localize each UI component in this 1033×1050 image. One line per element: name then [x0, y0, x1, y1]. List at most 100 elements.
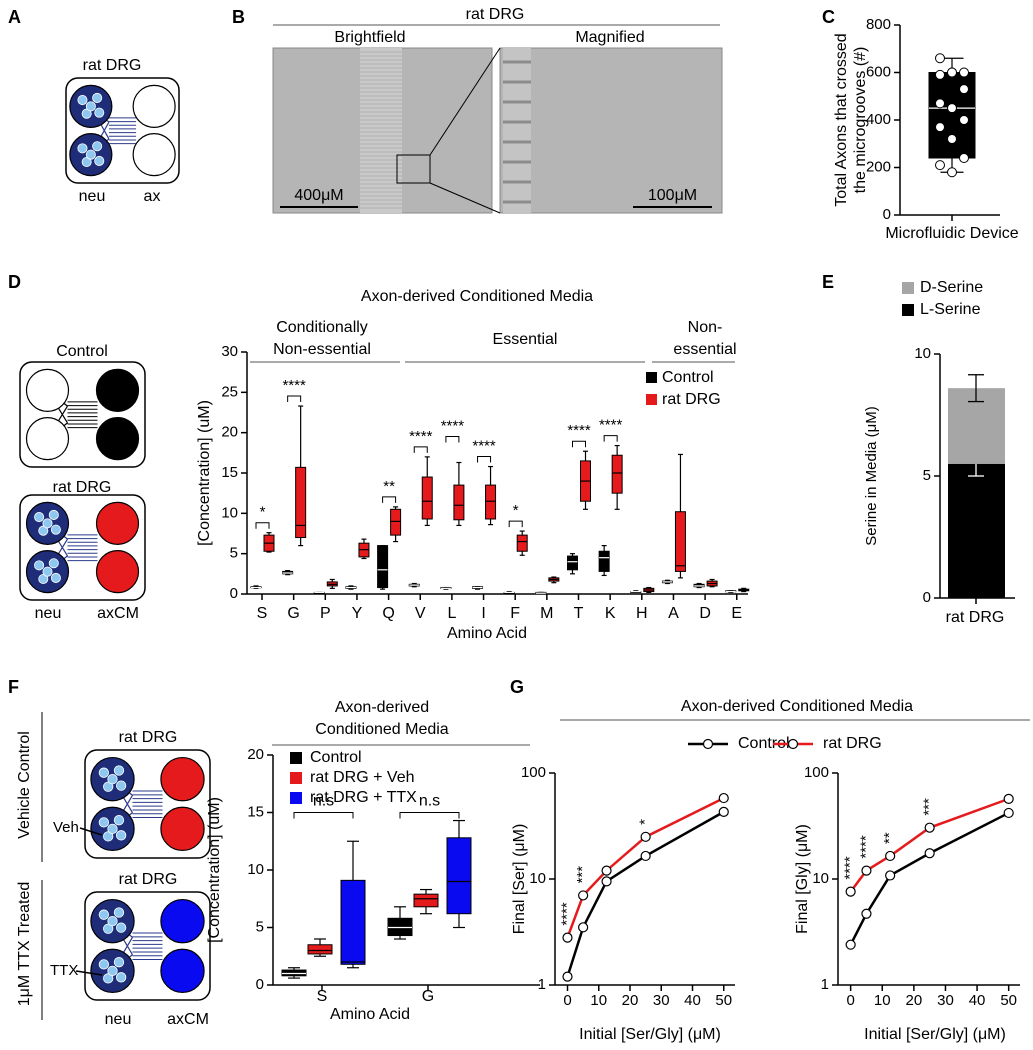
y-tick-label: 25	[221, 383, 238, 400]
y-axis-label: [Concentration] (uM)	[206, 797, 223, 943]
legend-label: D-Serine	[920, 279, 983, 296]
box	[453, 484, 465, 521]
bar-segment	[948, 463, 1005, 598]
x-tick-label: Y	[352, 605, 363, 622]
legend-swatch	[290, 792, 302, 804]
panel-letter: G	[510, 677, 524, 697]
y-tick-label: 15	[247, 803, 264, 820]
x-tick-label: 40	[684, 992, 701, 1009]
sig-label: ****	[409, 428, 433, 445]
neuron	[103, 973, 114, 984]
neuron	[107, 916, 118, 927]
legend-label: rat DRG	[662, 391, 721, 408]
x-tick-label: S	[317, 988, 328, 1005]
y-tick-label: 5	[230, 545, 238, 562]
y-tick-label: 100	[804, 764, 829, 781]
y-tick-label: 0	[883, 206, 891, 223]
point	[924, 822, 935, 833]
sig-label: *	[260, 504, 266, 521]
sig-bracket	[508, 520, 523, 528]
diagram-title: rat DRG	[119, 729, 178, 746]
x-tick-label: 40	[969, 992, 986, 1009]
y-tick-label: 10	[221, 504, 238, 521]
sig-label: *	[637, 819, 654, 825]
x-tick-label: 50	[715, 992, 732, 1009]
neuron	[85, 149, 96, 160]
group-label: Non-	[688, 319, 723, 336]
x-tick-label: 50	[1000, 992, 1017, 1009]
well	[95, 368, 140, 412]
neuron	[94, 155, 105, 166]
well	[95, 417, 140, 461]
x-tick-label: Microfluidic Device	[885, 225, 1018, 242]
panel-letter: B	[232, 7, 245, 27]
arrow	[75, 970, 103, 976]
group-label: Conditionally	[276, 319, 368, 336]
data-point	[935, 53, 945, 64]
data-point	[935, 69, 945, 80]
panel-letter: A	[8, 7, 21, 27]
point	[640, 831, 651, 842]
point	[562, 971, 573, 982]
x-tick-label: 0	[846, 992, 854, 1009]
box	[295, 466, 307, 539]
box	[485, 484, 497, 520]
neuron	[34, 560, 45, 571]
box	[307, 944, 333, 955]
chart-title: Conditioned Media	[315, 721, 449, 738]
sig-bracket	[572, 440, 586, 448]
x-axis-label: Initial [Ser/Gly] (μM)	[579, 1026, 721, 1043]
y-axis-label: Final [Ser] (μM)	[511, 824, 528, 935]
point	[578, 922, 589, 933]
point	[718, 806, 729, 817]
group-label: Essential	[493, 331, 558, 348]
box	[377, 545, 389, 589]
neuron	[113, 765, 125, 776]
legend-label: Control	[662, 369, 714, 386]
neuron	[98, 909, 110, 920]
diagram-label: neu	[105, 1011, 132, 1028]
image-group-title: rat DRG	[466, 6, 525, 23]
legend-swatch	[902, 282, 914, 294]
diagram-title: rat DRG	[53, 479, 112, 496]
sig-bracket	[445, 436, 460, 443]
neuron	[98, 817, 110, 828]
data-point	[959, 67, 969, 78]
x-tick-label: T	[574, 605, 584, 622]
data-point	[959, 153, 969, 163]
box	[598, 550, 610, 572]
y-tick-label: 20	[247, 746, 264, 763]
sig-label: ****	[567, 422, 591, 439]
neuron	[115, 780, 127, 791]
panel-letter: D	[8, 272, 21, 292]
sig-label: ****	[599, 417, 623, 434]
box	[340, 879, 366, 965]
y-tick-label: 0	[230, 585, 238, 602]
neuron	[92, 141, 103, 152]
panel-letter: C	[822, 7, 835, 27]
sig-bracket	[255, 522, 270, 529]
chip-diagram	[65, 77, 180, 184]
y-tick-label: 200	[866, 158, 891, 175]
legend-swatch	[902, 304, 914, 316]
y-tick-label: 800	[866, 16, 891, 33]
y-tick-label: 10	[914, 345, 931, 362]
neuron	[42, 566, 53, 577]
neuron	[98, 767, 110, 778]
point	[562, 932, 573, 943]
x-tick-label: K	[605, 605, 616, 622]
point	[861, 908, 872, 919]
x-tick-label: L	[447, 605, 456, 622]
sig-bracket	[477, 456, 492, 463]
panel-letter: E	[822, 272, 834, 292]
x-tick-label: F	[510, 605, 520, 622]
well	[95, 550, 140, 594]
box	[611, 454, 623, 494]
chip-diagram	[84, 891, 211, 1001]
point	[845, 886, 856, 897]
box	[928, 72, 976, 159]
zoom-line	[429, 47, 501, 156]
magnified-groove	[503, 48, 531, 213]
sig-bracket	[293, 812, 354, 819]
